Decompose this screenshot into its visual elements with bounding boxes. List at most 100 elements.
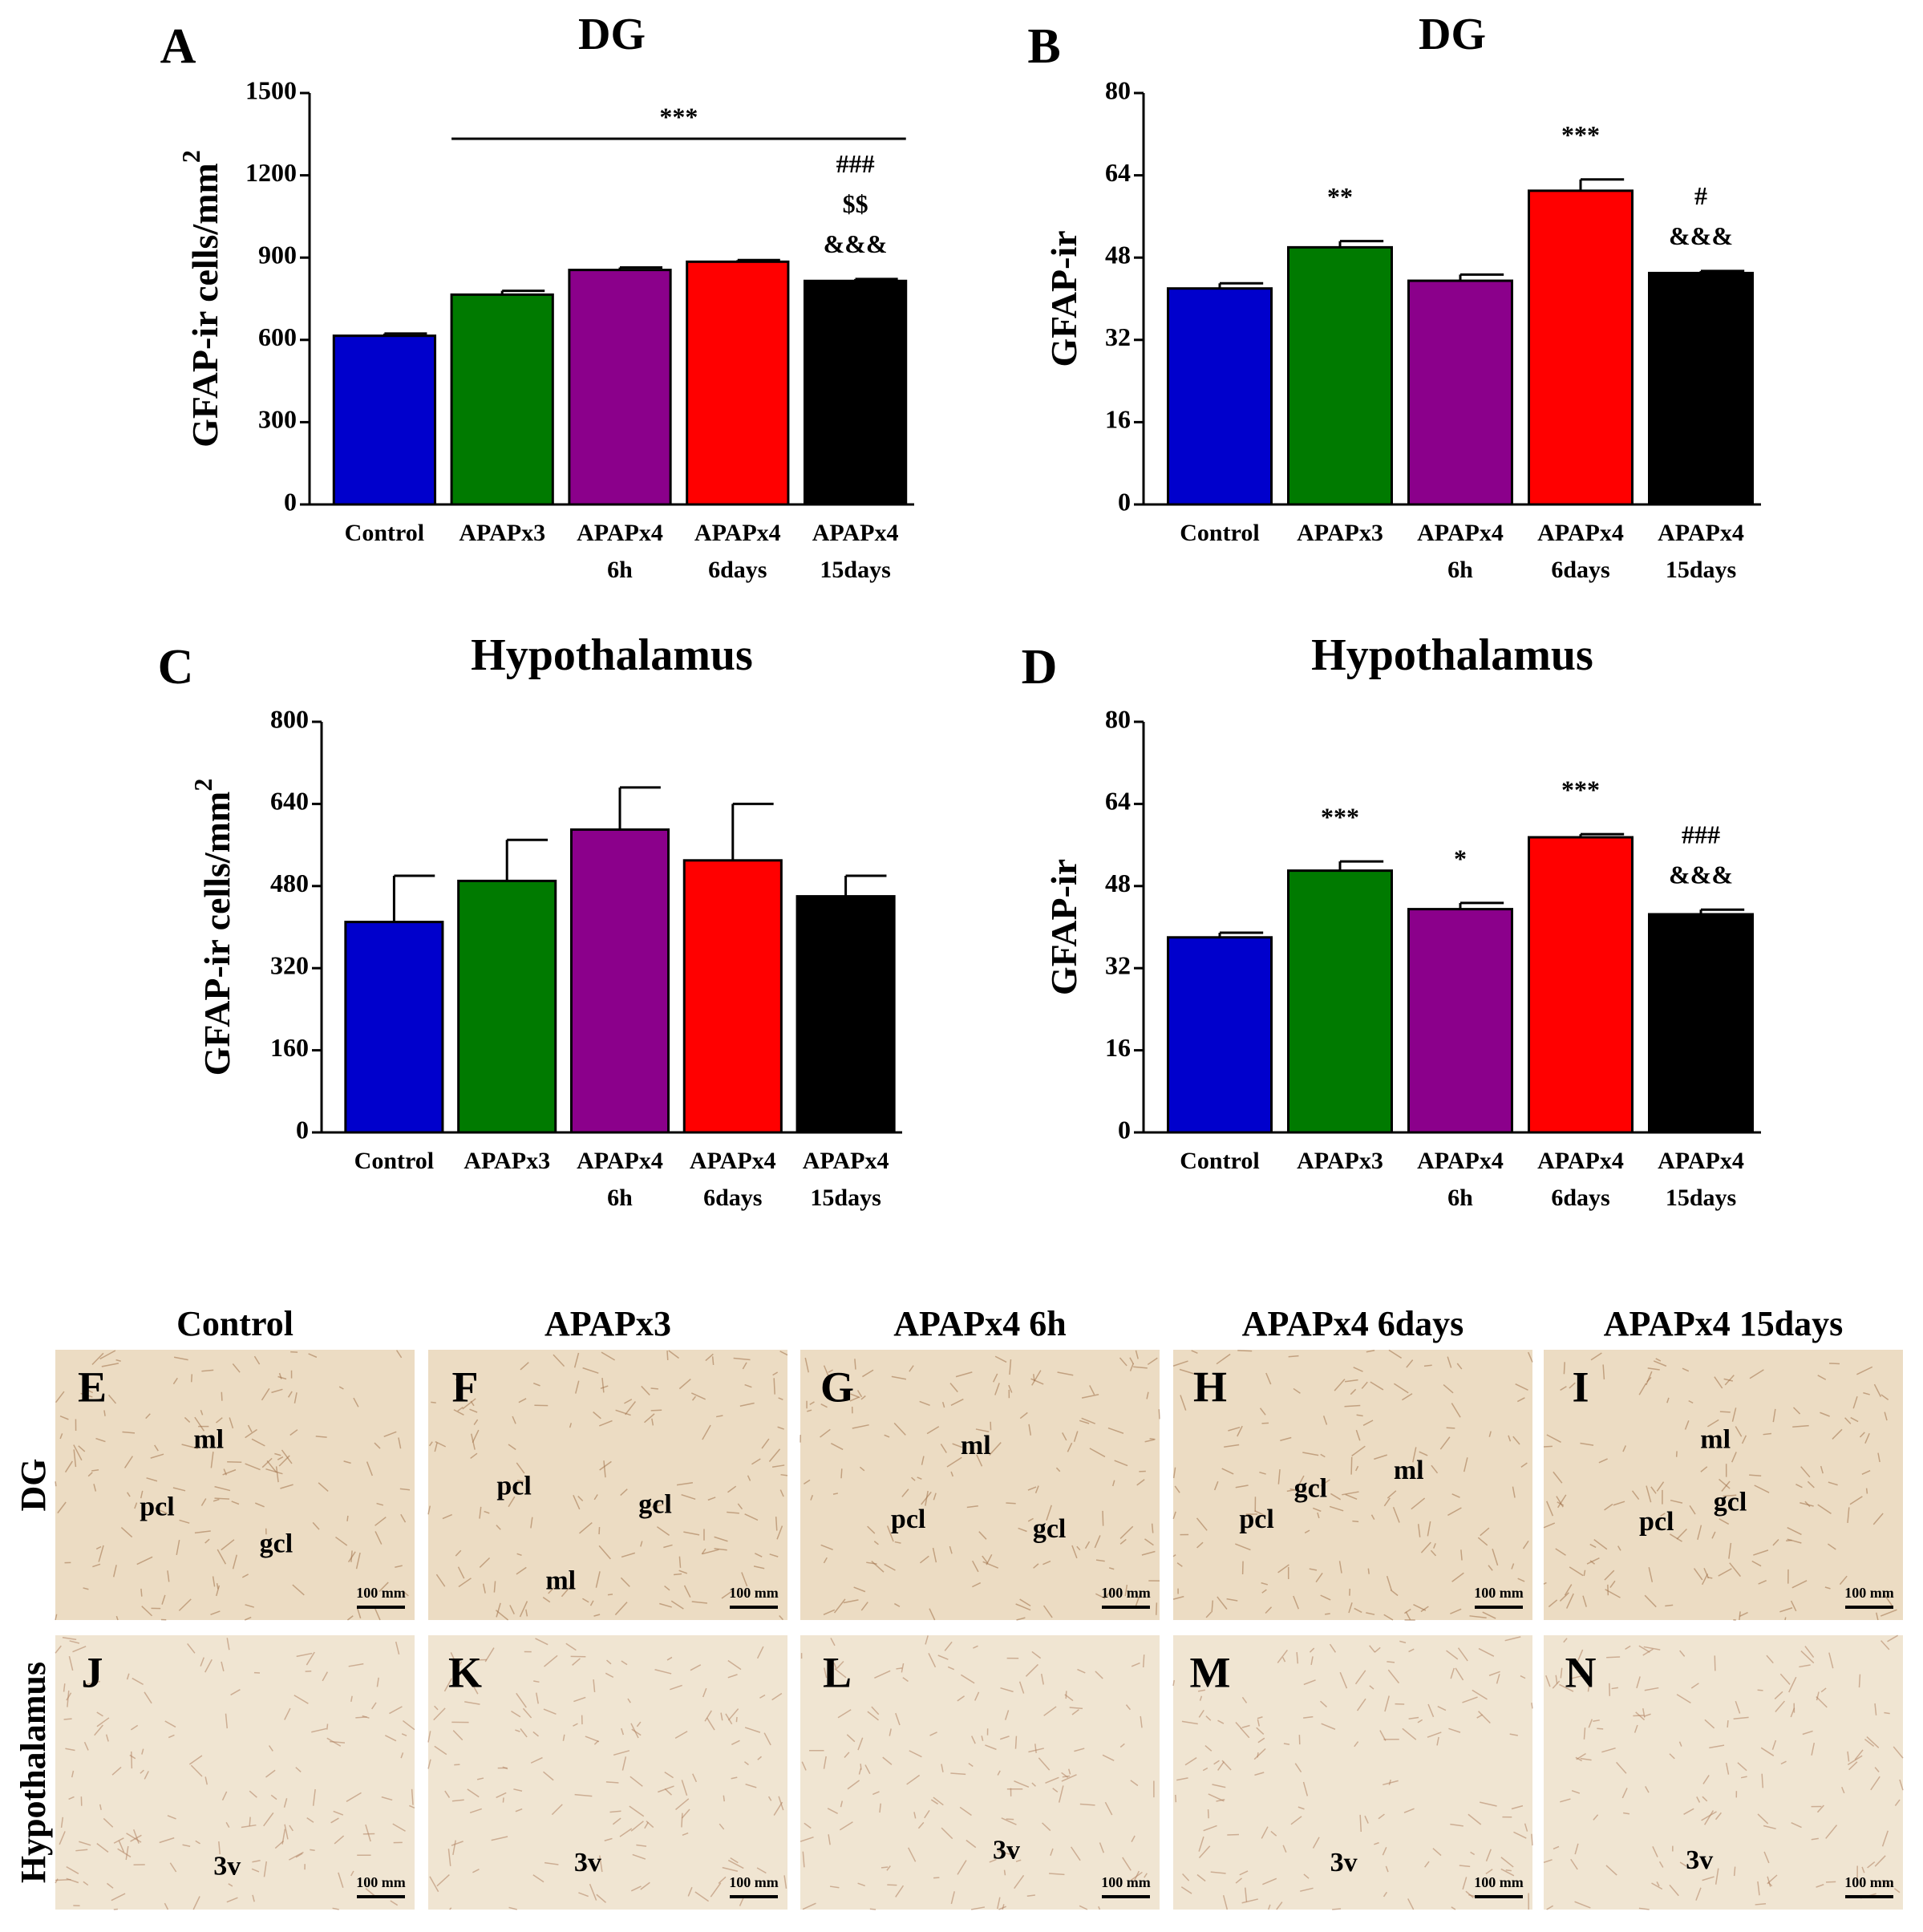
texture bbox=[287, 1391, 293, 1398]
texture bbox=[1288, 1355, 1299, 1358]
texture bbox=[620, 1488, 628, 1497]
texture bbox=[1031, 1370, 1042, 1386]
texture bbox=[1625, 1645, 1631, 1650]
texture bbox=[57, 1501, 67, 1514]
scale-bar-label: 100 mm bbox=[1844, 1874, 1894, 1890]
texture bbox=[1351, 1445, 1366, 1456]
texture bbox=[779, 1351, 788, 1356]
texture bbox=[1729, 1562, 1741, 1578]
texture bbox=[1277, 1469, 1281, 1484]
texture bbox=[562, 1734, 565, 1741]
texture bbox=[670, 1600, 684, 1610]
texture bbox=[84, 1387, 94, 1394]
texture bbox=[141, 1748, 144, 1755]
texture bbox=[747, 1475, 751, 1481]
texture bbox=[1322, 1416, 1328, 1425]
texture bbox=[631, 1728, 642, 1736]
texture bbox=[955, 1371, 973, 1378]
texture bbox=[1545, 1675, 1551, 1687]
texture bbox=[779, 1614, 783, 1621]
bar bbox=[803, 279, 908, 506]
texture bbox=[270, 1794, 277, 1800]
texture bbox=[906, 1774, 921, 1785]
texture bbox=[1757, 1813, 1769, 1825]
texture bbox=[1766, 1655, 1774, 1664]
texture bbox=[1144, 1538, 1154, 1546]
texture bbox=[1688, 1399, 1694, 1404]
panel-letter: B bbox=[1027, 19, 1060, 74]
texture bbox=[1388, 1349, 1403, 1359]
texture bbox=[1867, 1861, 1876, 1869]
texture bbox=[702, 1549, 719, 1555]
texture bbox=[771, 1692, 783, 1701]
texture bbox=[1293, 1595, 1300, 1610]
texture bbox=[1390, 1589, 1399, 1597]
texture bbox=[1772, 1408, 1776, 1423]
texture bbox=[467, 1788, 480, 1798]
texture bbox=[400, 1513, 407, 1523]
texture bbox=[664, 1585, 670, 1591]
texture bbox=[985, 1744, 997, 1751]
texture bbox=[1602, 1364, 1605, 1379]
texture bbox=[902, 1677, 909, 1683]
chart-title: Hypothalamus bbox=[1311, 630, 1593, 680]
texture bbox=[231, 1501, 240, 1505]
texture bbox=[455, 1379, 461, 1383]
texture bbox=[348, 1663, 364, 1667]
texture bbox=[1653, 1360, 1667, 1367]
chart-title: DG bbox=[578, 10, 646, 59]
texture bbox=[731, 1740, 740, 1745]
texture bbox=[164, 1902, 169, 1910]
texture bbox=[778, 1397, 783, 1400]
texture bbox=[55, 1481, 57, 1487]
texture bbox=[144, 1771, 149, 1780]
texture bbox=[1374, 1841, 1379, 1845]
texture bbox=[283, 1798, 288, 1808]
texture bbox=[820, 1544, 833, 1550]
texture bbox=[1477, 1537, 1488, 1546]
texture bbox=[1604, 1569, 1615, 1581]
texture bbox=[296, 1652, 313, 1658]
texture bbox=[1402, 1727, 1417, 1740]
texture bbox=[714, 1548, 727, 1551]
x-tick-label: 15days bbox=[820, 557, 890, 583]
y-axis-label: GFAP-ir bbox=[1043, 230, 1084, 367]
texture bbox=[91, 1468, 99, 1472]
panel-letter: I bbox=[1572, 1363, 1589, 1411]
texture bbox=[1019, 1598, 1031, 1606]
texture bbox=[1611, 1687, 1618, 1690]
texture bbox=[1290, 1816, 1302, 1825]
bar bbox=[1407, 279, 1513, 506]
texture bbox=[338, 1386, 344, 1390]
texture bbox=[1089, 1385, 1095, 1395]
texture bbox=[1543, 1582, 1547, 1585]
texture bbox=[274, 1452, 281, 1456]
texture bbox=[1702, 1574, 1709, 1586]
texture bbox=[756, 1646, 764, 1659]
y-axis-label-superscript: 2 bbox=[188, 779, 217, 792]
texture bbox=[1670, 1499, 1683, 1504]
texture bbox=[1140, 1715, 1143, 1728]
texture bbox=[1546, 1501, 1554, 1517]
texture bbox=[776, 1525, 783, 1540]
texture bbox=[107, 1882, 114, 1889]
texture bbox=[1606, 1656, 1621, 1659]
texture bbox=[646, 1821, 654, 1829]
panel-letter: N bbox=[1565, 1648, 1597, 1696]
texture bbox=[716, 1415, 723, 1418]
texture bbox=[1560, 1386, 1567, 1391]
texture bbox=[1645, 1371, 1653, 1386]
texture bbox=[719, 1823, 725, 1830]
texture bbox=[496, 1525, 501, 1530]
texture bbox=[675, 1798, 690, 1810]
texture bbox=[1828, 1543, 1836, 1550]
texture bbox=[599, 1460, 612, 1471]
texture bbox=[245, 1604, 254, 1608]
texture bbox=[650, 1387, 658, 1390]
texture bbox=[1470, 1851, 1476, 1856]
texture bbox=[1737, 1762, 1747, 1772]
texture bbox=[252, 1860, 261, 1863]
texture bbox=[1874, 1855, 1886, 1867]
texture bbox=[1779, 1673, 1791, 1685]
texture bbox=[706, 1717, 715, 1731]
